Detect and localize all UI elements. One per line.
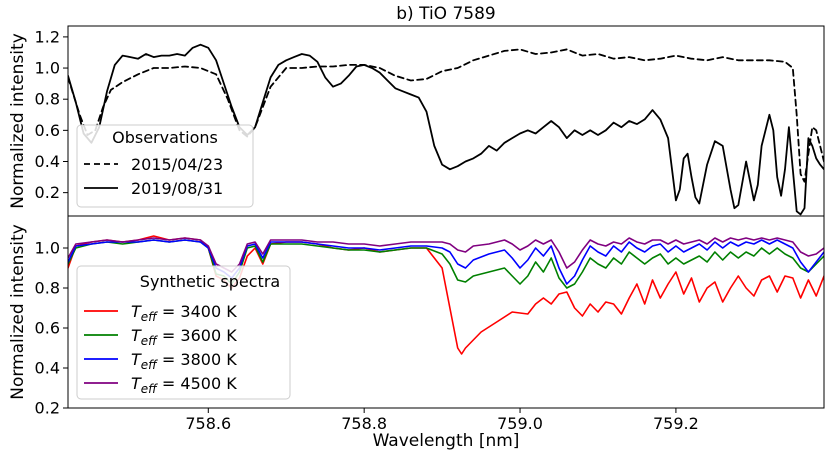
bottom-y-ticks: 0.2 0.4 0.6 0.8 1.0 — [35, 239, 68, 418]
top-y-ticks: 0.2 0.4 0.6 0.8 1.0 1.2 — [35, 27, 68, 202]
top-y-tick-label: 1.0 — [35, 59, 60, 78]
top-y-tick-label: 1.2 — [35, 27, 60, 46]
x-tick-label: 759.0 — [497, 414, 543, 433]
bottom-x-ticks: 758.6 758.8 759.0 759.2 — [185, 408, 699, 433]
bottom-y-tick-label: 0.6 — [35, 319, 60, 338]
x-tick-label: 758.8 — [341, 414, 387, 433]
bottom-y-tick-label: 0.4 — [35, 359, 60, 378]
legend-label-teff-4500: Teff = 4500 K — [131, 374, 237, 396]
top-y-tick-label: 0.6 — [35, 121, 60, 140]
legend-label-2015: 2015/04/23 — [131, 155, 223, 174]
top-legend-box — [76, 124, 254, 208]
bottom-legend-title: Synthetic spectra — [140, 272, 280, 291]
top-y-tick-label: 0.2 — [35, 183, 60, 202]
x-tick-label: 759.2 — [653, 414, 699, 433]
top-legend: Observations 2015/04/23 2019/08/31 — [76, 124, 254, 208]
top-series-group — [68, 43, 824, 216]
bottom-y-tick-label: 0.2 — [35, 399, 60, 418]
bottom-axes-frame — [67, 215, 825, 409]
chart-title: b) TiO 7589 — [396, 4, 495, 24]
top-y-tick-label: 0.8 — [35, 90, 60, 109]
bottom-y-axis-label: Normalized intensity — [8, 224, 28, 400]
x-axis-label: Wavelength [nm] — [373, 431, 520, 451]
legend-label-teff-3800: Teff = 3800 K — [131, 350, 237, 372]
legend-label-teff-3600: Teff = 3600 K — [131, 326, 237, 348]
top-legend-title: Observations — [112, 128, 218, 147]
top-series-line-0 — [68, 48, 824, 183]
bottom-y-tick-label: 1.0 — [35, 239, 60, 258]
bottom-legend-box — [76, 265, 291, 400]
top-y-axis-label: Normalized intensity — [8, 33, 28, 209]
top-y-tick-label: 0.4 — [35, 152, 60, 171]
x-tick-label: 758.6 — [185, 414, 231, 433]
bottom-y-tick-label: 0.8 — [35, 279, 60, 298]
bottom-panel: 0.2 0.4 0.6 0.8 1.0 758.6 758.8 759.0 759.2 Nor… — [8, 215, 825, 451]
top-panel: 0.20.40.60.81.01.2 Normalized intensity … — [8, 25, 825, 217]
legend-label-teff-3400: Teff = 3400 K — [131, 302, 237, 324]
legend-label-2019: 2019/08/31 — [131, 179, 223, 198]
top-series-line-1 — [68, 43, 824, 216]
